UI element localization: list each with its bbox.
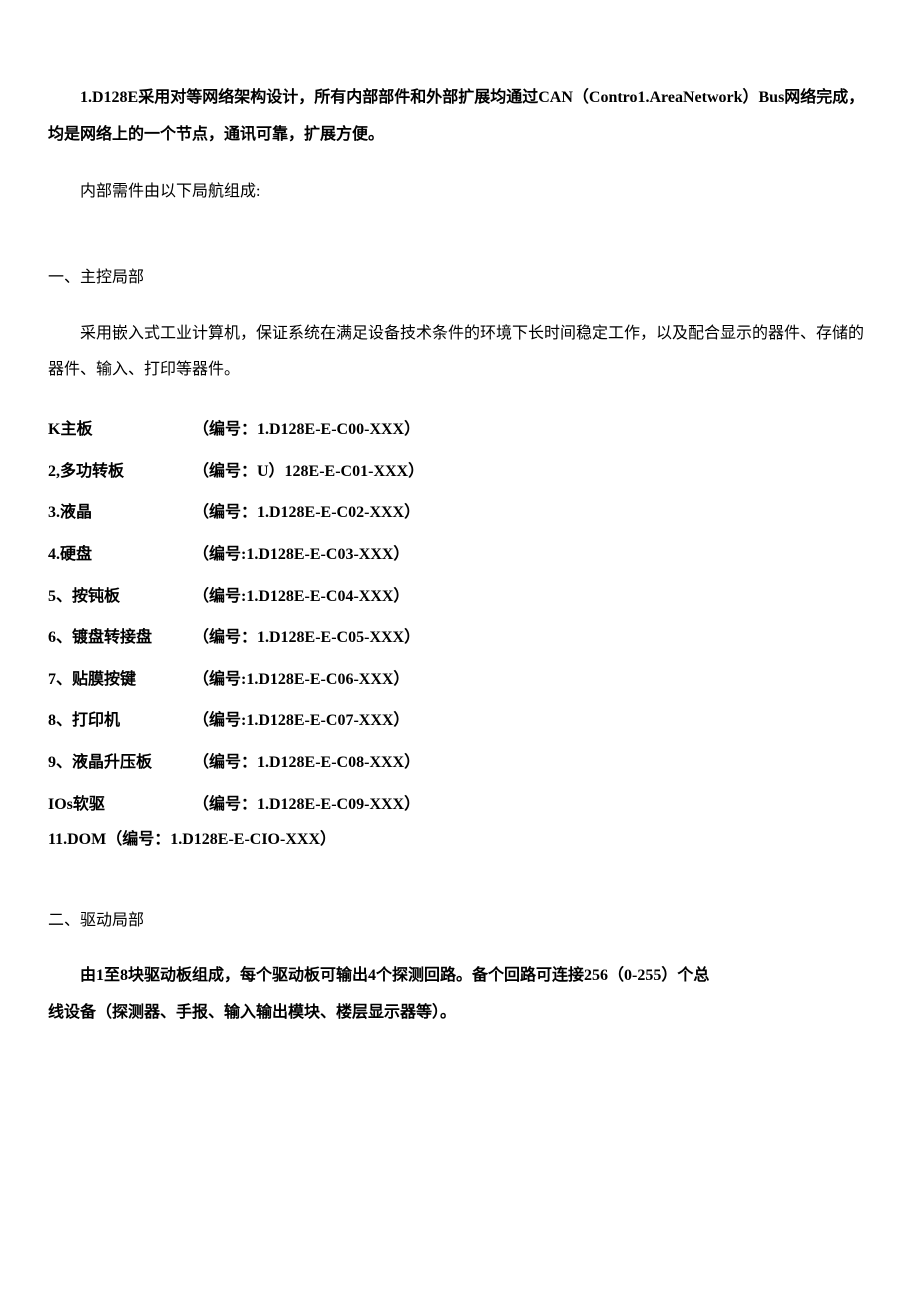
intro-paragraph-1: 1.D128E采用对等网络架构设计，所有内部部件和外部扩展均通过CAN（Cont… — [48, 80, 872, 154]
section-2-title: 二、驱动局部 — [48, 903, 872, 938]
intro-p1-text: 1.D128E采用对等网络架构设计，所有内部部件和外部扩展均通过CAN（Cont… — [48, 89, 864, 143]
intro-p2-text: 内部需件由以下局航组成: — [80, 183, 260, 200]
component-label: 2,多功转板 — [48, 451, 193, 493]
component-code: （编号:1.D128E-E-C03-XXX） — [193, 534, 409, 576]
section-1-body: 采用嵌入式工业计算机，保证系统在满足设备技术条件的环境下长时间稳定工作，以及配合… — [48, 316, 872, 390]
component-row-last: 11.DOM（编号：1.D128E-E-CIO-XXX） — [48, 827, 872, 853]
component-code: （编号:1.D128E-E-C04-XXX） — [193, 576, 409, 618]
component-code: （编号：1.D128E-E-C08-XXX） — [193, 742, 420, 784]
section-2-line-2-text: 线设备（探测器、手报、输入输出模块、楼层显示器等）。 — [48, 1004, 456, 1021]
component-label: 3.液晶 — [48, 492, 193, 534]
component-code: （编号：1.D128E-E-C02-XXX） — [193, 492, 420, 534]
component-row: 5、按钝板 （编号:1.D128E-E-C04-XXX） — [48, 576, 872, 618]
section-2-body: 由1至8块驱动板组成，每个驱动板可输出4个探测回路。备个回路可连接256（0-2… — [48, 958, 872, 1032]
component-code: （编号：1.D128E-E-C00-XXX） — [193, 409, 420, 451]
component-row: IOs软驱 （编号：1.D128E-E-C09-XXX） — [48, 784, 872, 826]
section-2-line-1: 由1至8块驱动板组成，每个驱动板可输出4个探测回路。备个回路可连接256（0-2… — [48, 958, 872, 995]
component-list: K主板 （编号：1.D128E-E-C00-XXX） 2,多功转板 （编号：U）… — [48, 409, 872, 853]
component-row: 2,多功转板 （编号：U）128E-E-C01-XXX） — [48, 451, 872, 493]
component-row: 9、液晶升压板 （编号：1.D128E-E-C08-XXX） — [48, 742, 872, 784]
component-code: （编号：U）128E-E-C01-XXX） — [193, 451, 424, 493]
component-label: 9、液晶升压板 — [48, 742, 193, 784]
component-last-text: 11.DOM（编号：1.D128E-E-CIO-XXX） — [48, 827, 336, 853]
section-2-line-1-text: 由1至8块驱动板组成，每个驱动板可输出4个探测回路。备个回路可连接256（0-2… — [80, 967, 709, 984]
component-label: K主板 — [48, 409, 193, 451]
component-label: 8、打印机 — [48, 700, 193, 742]
component-label: IOs软驱 — [48, 784, 193, 826]
component-row: 4.硬盘 （编号:1.D128E-E-C03-XXX） — [48, 534, 872, 576]
component-row: 6、镀盘转接盘 （编号：1.D128E-E-C05-XXX） — [48, 617, 872, 659]
component-code: （编号：1.D128E-E-C09-XXX） — [193, 784, 420, 826]
component-code: （编号：1.D128E-E-C05-XXX） — [193, 617, 420, 659]
section-2-line-2: 线设备（探测器、手报、输入输出模块、楼层显示器等）。 — [48, 995, 872, 1032]
component-label: 5、按钝板 — [48, 576, 193, 618]
component-code: （编号:1.D128E-E-C07-XXX） — [193, 700, 409, 742]
component-row: 7、贴膜按键 （编号:1.D128E-E-C06-XXX） — [48, 659, 872, 701]
component-label: 4.硬盘 — [48, 534, 193, 576]
component-label: 7、贴膜按键 — [48, 659, 193, 701]
intro-paragraph-2: 内部需件由以下局航组成: — [48, 174, 872, 211]
component-row: 3.液晶 （编号：1.D128E-E-C02-XXX） — [48, 492, 872, 534]
component-code: （编号:1.D128E-E-C06-XXX） — [193, 659, 409, 701]
component-row: K主板 （编号：1.D128E-E-C00-XXX） — [48, 409, 872, 451]
section-1-title: 一、主控局部 — [48, 260, 872, 295]
component-label: 6、镀盘转接盘 — [48, 617, 193, 659]
component-row: 8、打印机 （编号:1.D128E-E-C07-XXX） — [48, 700, 872, 742]
